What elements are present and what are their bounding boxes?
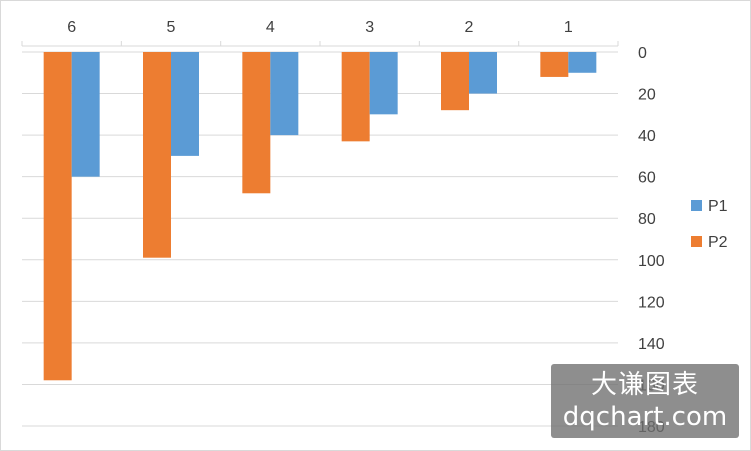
bar-p1 xyxy=(270,52,299,136)
y-tick-label: 20 xyxy=(638,87,656,104)
legend-swatch xyxy=(691,236,702,247)
x-tick-label: 6 xyxy=(67,19,76,36)
bar-p1 xyxy=(568,52,597,73)
bar-series xyxy=(43,52,597,381)
legend-label: P1 xyxy=(708,198,728,215)
x-tick-label: 1 xyxy=(564,19,573,36)
bar-p1 xyxy=(469,52,497,94)
bar-p2 xyxy=(242,52,271,194)
bar-p1 xyxy=(171,52,199,156)
bar-p1 xyxy=(71,52,100,177)
x-tick-label: 4 xyxy=(266,19,275,36)
legend: P1 P2 xyxy=(691,198,728,251)
bar-p2 xyxy=(540,52,569,77)
x-tick-label: 3 xyxy=(365,19,374,36)
gridlines xyxy=(22,51,618,427)
y-tick-label: 100 xyxy=(638,253,665,270)
y-tick-label: 80 xyxy=(638,211,656,228)
bar-p2 xyxy=(441,52,469,111)
legend-swatch xyxy=(691,200,702,211)
y-tick-label: 0 xyxy=(638,45,647,62)
y-tick-label: 120 xyxy=(638,294,665,311)
legend-label: P2 xyxy=(708,234,728,251)
bar-p2 xyxy=(43,52,72,381)
bar-p2 xyxy=(143,52,171,258)
x-tick-label: 5 xyxy=(167,19,176,36)
bar-p1 xyxy=(369,52,398,115)
watermark-url: dqchart.com xyxy=(562,402,728,432)
watermark-badge: 大谦图表 dqchart.com xyxy=(551,364,739,438)
x-tick-label: 2 xyxy=(465,19,474,36)
watermark-title: 大谦图表 xyxy=(590,370,699,400)
y-tick-label: 140 xyxy=(638,336,665,353)
y-tick-label: 60 xyxy=(638,170,656,187)
bar-p2 xyxy=(341,52,370,142)
y-tick-label: 40 xyxy=(638,128,656,145)
